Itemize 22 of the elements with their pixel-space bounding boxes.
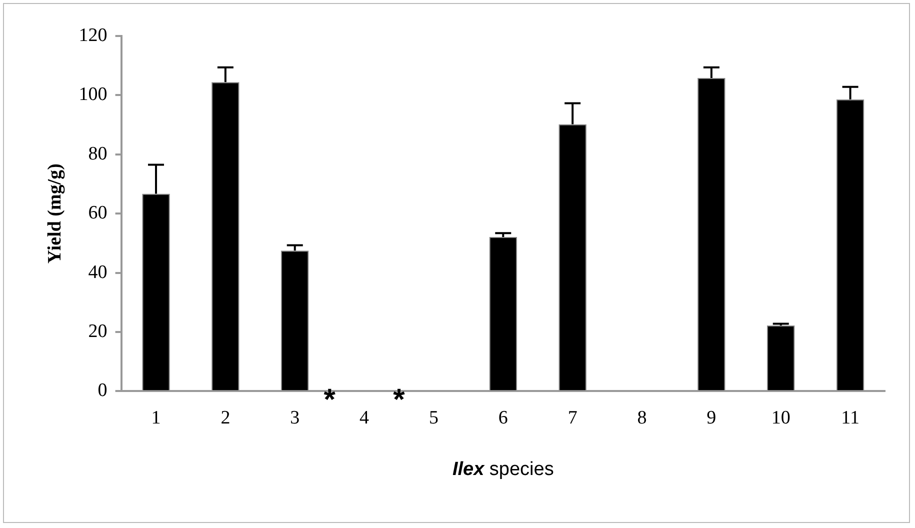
y-tick-label: 100 bbox=[78, 84, 108, 106]
x-tick-label: 10 bbox=[771, 408, 790, 429]
y-tick-label: 120 bbox=[78, 24, 108, 46]
x-tick-label: 3 bbox=[290, 408, 300, 429]
x-tick-label: 1 bbox=[151, 408, 161, 429]
x-tick-label: 8 bbox=[637, 408, 647, 429]
x-tick-label: 4 bbox=[360, 408, 370, 429]
y-axis-title: Yield (mg/g) bbox=[44, 164, 66, 264]
annotation: * bbox=[324, 383, 336, 416]
y-tick-label: 40 bbox=[88, 262, 108, 283]
y-tick-label: 20 bbox=[88, 320, 108, 342]
y-tick-label: 0 bbox=[98, 380, 108, 402]
y-tick-label: 60 bbox=[88, 202, 108, 224]
y-tick-label: 80 bbox=[88, 143, 108, 164]
x-tick-label: 5 bbox=[428, 408, 438, 429]
annotation: * bbox=[393, 383, 406, 416]
x-tick-label: 9 bbox=[706, 408, 716, 429]
x-tick-label: 11 bbox=[841, 408, 860, 429]
x-tick-label: 7 bbox=[568, 408, 578, 429]
x-axis-title: Ilex species bbox=[452, 459, 554, 480]
x-tick-label: 6 bbox=[498, 408, 508, 429]
x-tick-label: 2 bbox=[220, 408, 230, 429]
